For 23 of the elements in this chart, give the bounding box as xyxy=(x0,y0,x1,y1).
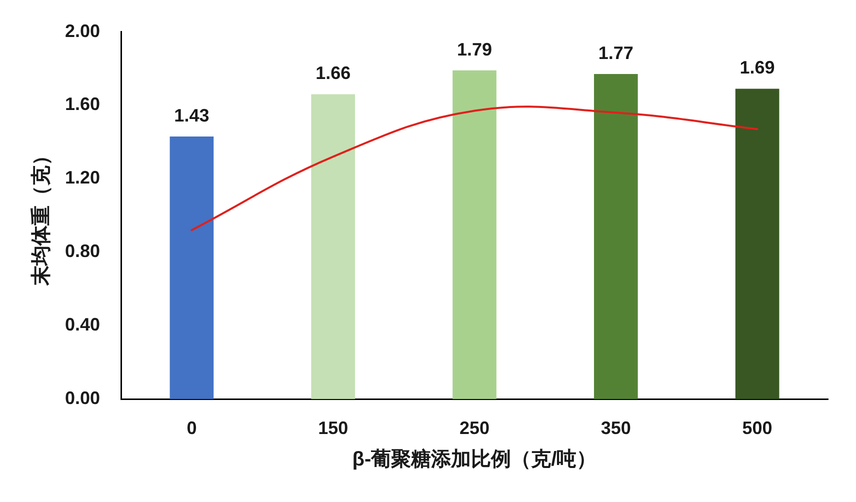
bar xyxy=(735,88,780,399)
bar xyxy=(170,136,214,399)
x-tick-label: 0 xyxy=(186,418,197,438)
x-tick-label: 250 xyxy=(459,418,490,438)
bar xyxy=(452,70,496,399)
data-label: 1.69 xyxy=(740,58,775,78)
bar xyxy=(594,74,638,399)
x-tick-label: 350 xyxy=(600,418,631,438)
y-tick-label: 1.20 xyxy=(64,168,100,188)
y-tick-label: 2.00 xyxy=(64,20,100,41)
y-tick-label: 0.80 xyxy=(64,241,100,262)
data-label: 1.43 xyxy=(174,105,210,126)
bar xyxy=(311,94,356,399)
y-axis-title: 末均体重（克） xyxy=(30,145,53,286)
y-tick-label: 0.40 xyxy=(64,314,100,335)
data-label: 1.77 xyxy=(598,42,634,63)
x-tick-label: 500 xyxy=(742,418,772,438)
data-label: 1.79 xyxy=(456,39,492,60)
data-label: 1.66 xyxy=(316,63,351,84)
y-tick-label: 0.00 xyxy=(64,388,100,408)
x-axis-title: β-葡聚糖添加比例（克/吨） xyxy=(352,448,597,471)
y-tick-label: 1.60 xyxy=(64,94,100,114)
x-tick-label: 150 xyxy=(318,418,348,438)
